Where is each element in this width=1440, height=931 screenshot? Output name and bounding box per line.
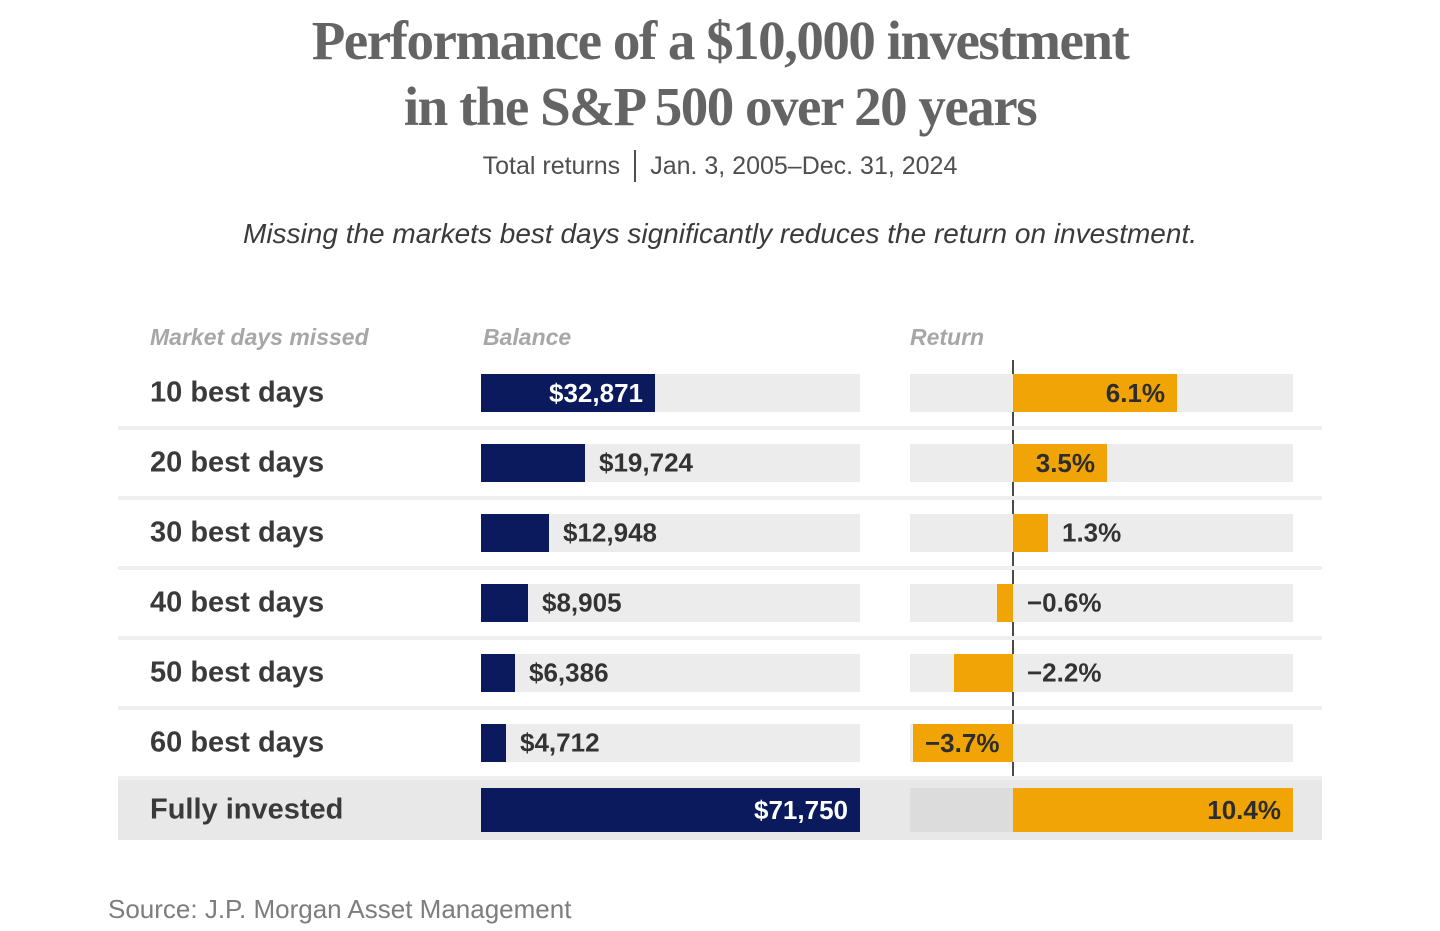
row-label: 60 best days <box>150 726 325 759</box>
balance-track: $32,871 <box>481 374 860 412</box>
balance-bar <box>481 654 515 692</box>
table-row: 50 best days $6,386 −2.2% <box>118 640 1322 710</box>
return-value: 6.1% <box>1105 377 1165 408</box>
balance-value: $8,905 <box>542 587 622 618</box>
table-row: 20 best days $19,724 3.5% <box>118 430 1322 500</box>
subtitle-dates: Jan. 3, 2005–Dec. 31, 2024 <box>650 151 958 180</box>
return-bar: 10.4% <box>1013 788 1293 832</box>
balance-track: $8,905 <box>481 584 860 622</box>
return-value: 1.3% <box>1062 517 1122 548</box>
chart-table: Market days missed Balance Return 10 bes… <box>118 322 1322 840</box>
balance-track: $19,724 <box>481 444 860 482</box>
balance-track: $4,712 <box>481 724 860 762</box>
chart-title: Performance of a $10,000 investment in t… <box>0 8 1440 140</box>
chart-tagline: Missing the markets best days significan… <box>243 218 1197 249</box>
balance-value: $32,871 <box>549 377 643 408</box>
subtitle-label: Total returns <box>482 151 621 180</box>
balance-value: $71,750 <box>754 794 848 825</box>
chart-subtitle: Total returns Jan. 3, 2005–Dec. 31, 2024 <box>0 150 1440 182</box>
subtitle-divider <box>634 150 637 182</box>
balance-value: $19,724 <box>599 447 693 478</box>
column-header-market-days-missed: Market days missed <box>150 324 369 350</box>
return-track: 3.5% <box>910 444 1293 482</box>
balance-bar <box>481 514 549 552</box>
balance-bar <box>481 724 506 762</box>
balance-bar: $32,871 <box>481 374 655 412</box>
balance-value: $6,386 <box>529 657 609 688</box>
table-row: 10 best days $32,871 6.1% <box>118 360 1322 430</box>
return-value: 10.4% <box>1207 794 1281 825</box>
return-bar <box>954 654 1013 692</box>
return-bar <box>1013 514 1048 552</box>
return-bar: 6.1% <box>1013 374 1177 412</box>
column-header-balance: Balance <box>483 324 572 350</box>
return-bar <box>997 584 1013 622</box>
row-label: 20 best days <box>150 446 325 479</box>
return-bar: 3.5% <box>1013 444 1107 482</box>
chart-title-line2: in the S&P 500 over 20 years <box>403 76 1038 137</box>
return-track: −0.6% <box>910 584 1293 622</box>
return-value: 3.5% <box>1035 447 1095 478</box>
row-label: 30 best days <box>150 516 325 549</box>
return-bar: −3.7% <box>913 724 1013 762</box>
return-track: −2.2% <box>910 654 1293 692</box>
return-value: −2.2% <box>1027 657 1102 688</box>
table-row: Fully invested $71,750 10.4% <box>118 780 1322 840</box>
row-label: 50 best days <box>150 656 325 689</box>
row-label: 10 best days <box>150 376 325 409</box>
balance-value: $12,948 <box>563 517 657 548</box>
balance-track: $71,750 <box>481 788 860 832</box>
return-track: −3.7% <box>910 724 1293 762</box>
balance-track: $6,386 <box>481 654 860 692</box>
source-note: Source: J.P. Morgan Asset Management <box>108 894 572 924</box>
balance-track: $12,948 <box>481 514 860 552</box>
balance-bar <box>481 444 585 482</box>
column-header-return: Return <box>910 324 985 350</box>
table-rows: 10 best days $32,871 6.1% 20 best days $19,7… <box>118 360 1322 840</box>
return-value: −0.6% <box>1027 587 1102 618</box>
table-row: 40 best days $8,905 −0.6% <box>118 570 1322 640</box>
column-headers: Market days missed Balance Return <box>118 322 1322 360</box>
row-label: 40 best days <box>150 586 325 619</box>
balance-value: $4,712 <box>520 727 600 758</box>
chart-title-line1: Performance of a $10,000 investment <box>311 10 1130 71</box>
row-label: Fully invested <box>150 793 344 826</box>
balance-bar: $71,750 <box>481 788 860 832</box>
return-track: 10.4% <box>910 788 1293 832</box>
balance-bar <box>481 584 528 622</box>
table-row: 60 best days $4,712 −3.7% <box>118 710 1322 780</box>
return-track: 6.1% <box>910 374 1293 412</box>
return-track: 1.3% <box>910 514 1293 552</box>
return-value: −3.7% <box>925 727 1000 758</box>
table-row: 30 best days $12,948 1.3% <box>118 500 1322 570</box>
